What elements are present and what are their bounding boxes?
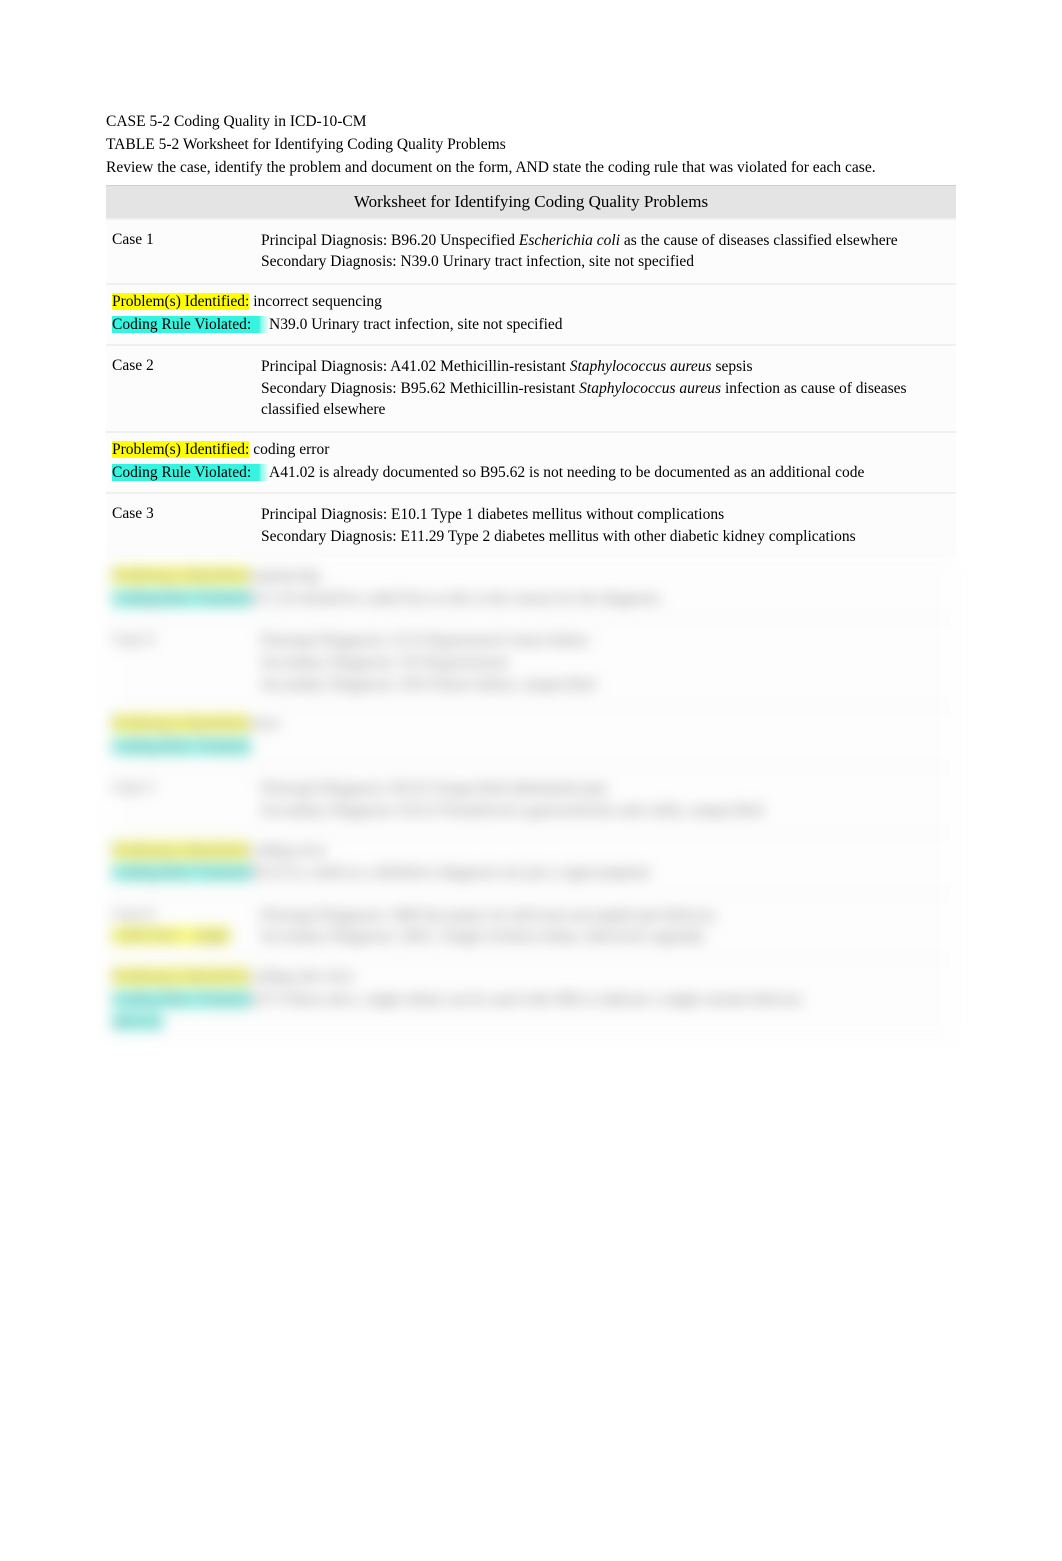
- table-title: TABLE 5-2 Worksheet for Identifying Codi…: [106, 135, 956, 156]
- case3-principal: Principal Diagnosis: E10.1 Type 1 diabet…: [261, 506, 724, 523]
- problem-rule-cell: Problem(s) Identified: incorrect sequenc…: [106, 284, 956, 345]
- case6-highlight: coded here - single: [112, 927, 230, 944]
- case-label: Case 2: [106, 345, 259, 432]
- case-body: Principal Diagnosis: I13.0 Hypertensive …: [259, 619, 956, 706]
- case6-problem: coding rule error: [249, 968, 353, 985]
- table-row: Case 5 Principal Diagnosis: R10.9 Unspec…: [106, 767, 956, 832]
- problems-label: Problem(s) Identified:: [112, 968, 249, 985]
- case-label: Case 3: [106, 493, 259, 557]
- rule-tail: [251, 316, 269, 333]
- case1-problem: incorrect sequencing: [249, 293, 382, 310]
- page: CASE 5-2 Coding Quality in ICD-10-CM TAB…: [0, 0, 1062, 1082]
- worksheet-header-row: Worksheet for Identifying Coding Quality…: [106, 185, 956, 219]
- case1-principal-em: Escherichia coli: [519, 232, 620, 249]
- case3-problem: sequencing: [249, 567, 319, 584]
- rule-label: Coding Rule Violated:: [112, 991, 251, 1008]
- rule-label: Coding Rule Violated:: [112, 590, 251, 607]
- problems-label: Problem(s) Identified:: [112, 567, 249, 584]
- problems-label: Problem(s) Identified:: [112, 441, 249, 458]
- table-row: Case 2 Principal Diagnosis: A41.02 Methi…: [106, 345, 956, 432]
- problem-rule-cell: Problem(s) Identified:coding error Codin…: [106, 833, 956, 894]
- worksheet-table-blurred: Problem(s) Identified:sequencing Coding …: [106, 557, 956, 1042]
- case4-secondary1: Secondary Diagnosis: I10 Hypertension: [261, 654, 509, 671]
- case3-rule: E11.29 should be coded first as this is …: [251, 590, 660, 607]
- case1-principal-post: as the cause of diseases classified else…: [620, 232, 898, 249]
- table-row: Case 6 coded here - single Principal Dia…: [106, 894, 956, 959]
- case2-secondary-em: Staphylococcus aureus: [579, 380, 721, 397]
- table-row: Case 3 Principal Diagnosis: E10.1 Type 1…: [106, 493, 956, 557]
- rule-tail: delivery: [112, 1013, 163, 1030]
- table-row: Problem(s) Identified: coding error Codi…: [106, 432, 956, 493]
- case-title: CASE 5-2 Coding Quality in ICD-10-CM: [106, 112, 956, 133]
- case-body: Principal Diagnosis: A41.02 Methicillin-…: [259, 345, 956, 432]
- case6-label-text: Case 6: [112, 906, 154, 923]
- rule-label: Coding Rule Violated:: [112, 864, 251, 881]
- case-label: Case 4: [106, 619, 259, 706]
- case-label: Case 6 coded here - single: [106, 894, 259, 959]
- case4-secondary2: Secondary Diagnosis: I50.9 Heart failure…: [261, 676, 595, 693]
- problem-rule-cell: Problem(s) Identified:error Coding Rule …: [106, 706, 956, 767]
- problems-label: Problem(s) Identified:: [112, 293, 249, 310]
- case2-problem: coding error: [249, 441, 329, 458]
- worksheet-table: Worksheet for Identifying Coding Quality…: [106, 185, 956, 558]
- case2-principal-pre: Principal Diagnosis: A41.02 Methicillin-…: [261, 358, 570, 375]
- table-row: Case 1 Principal Diagnosis: B96.20 Unspe…: [106, 219, 956, 284]
- case5-rule: K52.9 is coded as a definitive diagnosis…: [251, 864, 650, 881]
- case-body: Principal Diagnosis: E10.1 Type 1 diabet…: [259, 493, 956, 557]
- case2-principal-em: Staphylococcus aureus: [570, 358, 712, 375]
- table-row: Problem(s) Identified:error Coding Rule …: [106, 706, 956, 767]
- case2-principal-post: sepsis: [712, 358, 753, 375]
- table-row: Problem(s) Identified:coding error Codin…: [106, 833, 956, 894]
- table-row: Case 4 Principal Diagnosis: I13.0 Hypert…: [106, 619, 956, 706]
- worksheet-header: Worksheet for Identifying Coding Quality…: [106, 185, 956, 219]
- case-label: Case 1: [106, 219, 259, 284]
- case6-rule: Z37.0 Born alive, single infant can be u…: [251, 991, 802, 1008]
- case6-secondary: Secondary Diagnosis: O60.1 Single livebo…: [261, 928, 705, 945]
- problem-rule-cell: Problem(s) Identified:sequencing Coding …: [106, 558, 956, 619]
- case-body: Principal Diagnosis: B96.20 Unspecified …: [259, 219, 956, 284]
- blurred-region: Problem(s) Identified:sequencing Coding …: [106, 557, 956, 1042]
- case2-rule: A41.02 is already documented so B95.62 i…: [269, 464, 864, 481]
- case5-problem: coding error: [249, 842, 325, 859]
- rule-label: Coding Rule Violated:: [112, 738, 251, 755]
- problem-rule-cell: Problem(s) Identified:coding rule error …: [106, 959, 956, 1042]
- instructions: Review the case, identify the problem an…: [106, 158, 956, 179]
- rule-label: Coding Rule Violated:: [112, 464, 251, 481]
- case5-principal: Principal Diagnosis: R10.9 Unspecified a…: [261, 780, 607, 797]
- case1-rule: N39.0 Urinary tract infection, site not …: [269, 316, 563, 333]
- problems-label: Problem(s) Identified:: [112, 715, 249, 732]
- table-row: Problem(s) Identified:sequencing Coding …: [106, 558, 956, 619]
- case5-secondary: Secondary Diagnosis: K52.9 Noninfective …: [261, 802, 762, 819]
- case4-problem: error: [249, 715, 279, 732]
- case1-secondary: Secondary Diagnosis: N39.0 Urinary tract…: [261, 253, 694, 270]
- rule-tail: [251, 464, 269, 481]
- case-body: Principal Diagnosis: O80 Encounter for f…: [259, 894, 956, 959]
- case1-principal-pre: Principal Diagnosis: B96.20 Unspecified: [261, 232, 519, 249]
- case3-secondary: Secondary Diagnosis: E11.29 Type 2 diabe…: [261, 528, 856, 545]
- table-row: Problem(s) Identified: incorrect sequenc…: [106, 284, 956, 345]
- problem-rule-cell: Problem(s) Identified: coding error Codi…: [106, 432, 956, 493]
- case2-secondary-pre: Secondary Diagnosis: B95.62 Methicillin-…: [261, 380, 579, 397]
- case4-principal: Principal Diagnosis: I13.0 Hypertensive …: [261, 632, 589, 649]
- problems-label: Problem(s) Identified:: [112, 842, 249, 859]
- case6-principal: Principal Diagnosis: O80 Encounter for f…: [261, 907, 716, 924]
- case-label: Case 5: [106, 767, 259, 832]
- table-row: Problem(s) Identified:coding rule error …: [106, 959, 956, 1042]
- rule-label: Coding Rule Violated:: [112, 316, 251, 333]
- case-body: Principal Diagnosis: R10.9 Unspecified a…: [259, 767, 956, 832]
